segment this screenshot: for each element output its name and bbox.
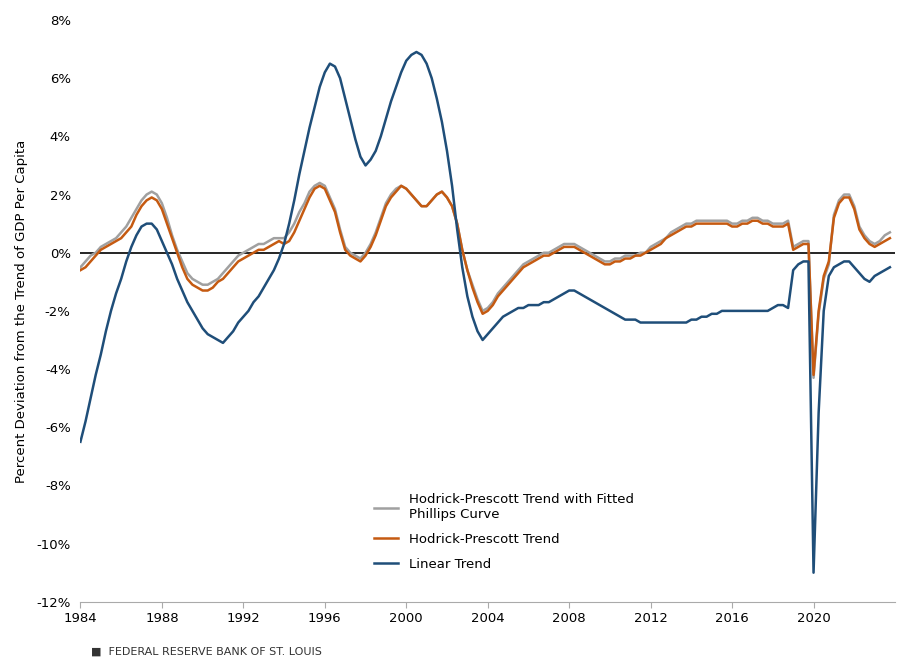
Hodrick-Prescott Trend <box>808 371 819 379</box>
Hodrick-Prescott Trend with Fitted
Phillips Curve <box>75 263 86 271</box>
Hodrick-Prescott Trend <box>304 193 315 201</box>
Legend: Hodrick-Prescott Trend with Fitted
Phillips Curve, Hodrick-Prescott Trend, Linea: Hodrick-Prescott Trend with Fitted Phill… <box>368 487 641 578</box>
Hodrick-Prescott Trend with Fitted
Phillips Curve <box>854 222 864 230</box>
Linear Trend <box>411 48 422 56</box>
Hodrick-Prescott Trend <box>528 257 539 265</box>
Hodrick-Prescott Trend <box>854 226 864 234</box>
Linear Trend <box>75 438 86 446</box>
Hodrick-Prescott Trend <box>75 266 86 274</box>
Hodrick-Prescott Trend with Fitted
Phillips Curve <box>742 216 753 224</box>
Hodrick-Prescott Trend with Fitted
Phillips Curve <box>314 179 325 187</box>
Linear Trend <box>304 123 315 131</box>
Line: Hodrick-Prescott Trend with Fitted
Phillips Curve: Hodrick-Prescott Trend with Fitted Phill… <box>80 183 890 378</box>
Hodrick-Prescott Trend with Fitted
Phillips Curve <box>808 374 819 381</box>
Hodrick-Prescott Trend with Fitted
Phillips Curve <box>528 255 539 263</box>
Linear Trend <box>885 263 895 271</box>
Linear Trend <box>808 569 819 577</box>
Linear Trend <box>238 313 248 321</box>
Hodrick-Prescott Trend with Fitted
Phillips Curve <box>304 187 315 195</box>
Hodrick-Prescott Trend with Fitted
Phillips Curve <box>604 257 615 265</box>
Hodrick-Prescott Trend <box>885 234 895 242</box>
Hodrick-Prescott Trend <box>604 261 615 269</box>
Linear Trend <box>528 301 539 309</box>
Linear Trend <box>604 307 615 315</box>
Y-axis label: Percent Deviation from the Trend of GDP Per Capita: Percent Deviation from the Trend of GDP … <box>15 139 28 482</box>
Hodrick-Prescott Trend <box>238 255 248 263</box>
Hodrick-Prescott Trend with Fitted
Phillips Curve <box>885 228 895 236</box>
Line: Hodrick-Prescott Trend: Hodrick-Prescott Trend <box>80 186 890 375</box>
Linear Trend <box>854 269 864 277</box>
Hodrick-Prescott Trend <box>742 220 753 228</box>
Text: ■  FEDERAL RESERVE BANK OF ST. LOUIS: ■ FEDERAL RESERVE BANK OF ST. LOUIS <box>91 647 322 657</box>
Linear Trend <box>742 307 753 315</box>
Hodrick-Prescott Trend with Fitted
Phillips Curve <box>238 249 248 257</box>
Line: Linear Trend: Linear Trend <box>80 52 890 573</box>
Hodrick-Prescott Trend <box>314 182 325 190</box>
